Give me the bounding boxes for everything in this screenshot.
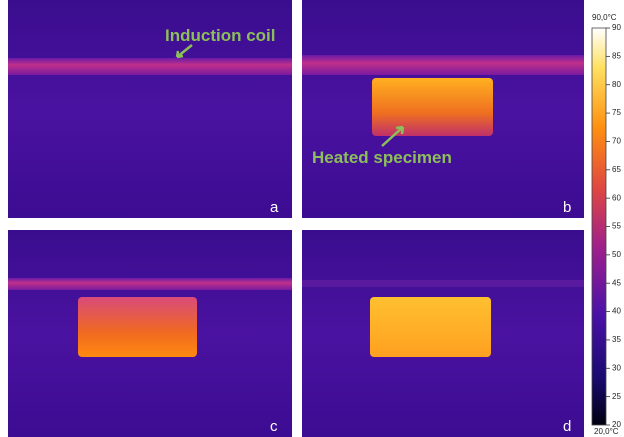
colorbar-max: 90,0°C xyxy=(592,13,617,22)
coil xyxy=(8,58,292,75)
tick-label: 55 xyxy=(612,222,621,231)
figure: Induction coil Heated specimen a b c d 9… xyxy=(0,0,624,437)
panel-label: c xyxy=(270,418,278,435)
tick-label: 75 xyxy=(612,108,621,117)
specimen xyxy=(372,78,493,136)
tick-label: 40 xyxy=(612,307,621,316)
tick-label: 20 xyxy=(612,420,621,429)
tick-label: 50 xyxy=(612,250,621,259)
tick-label: 85 xyxy=(612,51,621,60)
tick-label: 30 xyxy=(612,363,621,372)
panel-label: a xyxy=(270,199,279,216)
tick-label: 35 xyxy=(612,335,621,344)
tick-label: 60 xyxy=(612,193,621,202)
coil xyxy=(302,280,584,287)
specimen xyxy=(370,297,491,357)
panel-label: b xyxy=(563,199,571,216)
coil xyxy=(302,55,584,75)
annotation: Heated specimen xyxy=(312,148,452,167)
tick-label: 65 xyxy=(612,165,621,174)
tick-label: 70 xyxy=(612,137,621,146)
panel-label: d xyxy=(563,418,571,435)
colorbar xyxy=(592,28,606,425)
coil xyxy=(8,278,292,290)
tick-label: 25 xyxy=(612,392,621,401)
tick-label: 90 xyxy=(612,23,621,32)
specimen xyxy=(78,297,197,357)
tick-label: 45 xyxy=(612,278,621,287)
tick-label: 80 xyxy=(612,80,621,89)
annotation: Induction coil xyxy=(165,26,276,45)
